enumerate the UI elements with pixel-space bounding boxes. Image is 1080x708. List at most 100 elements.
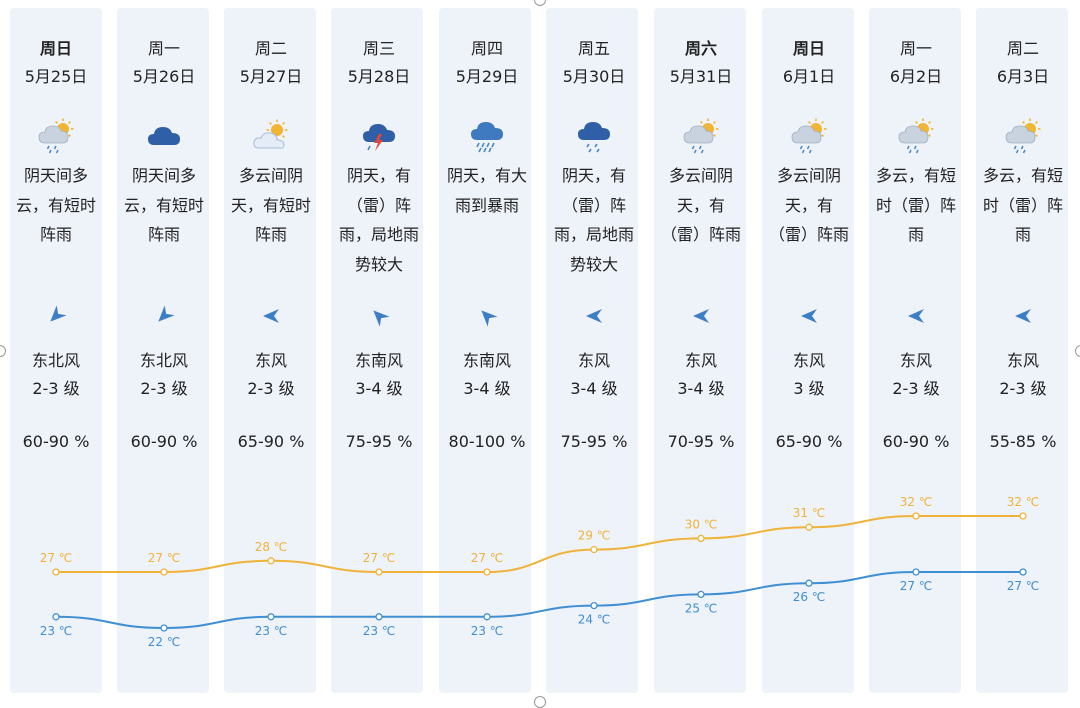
low-temperature-point	[912, 568, 920, 576]
thunderstorm-icon	[359, 118, 399, 154]
humidity: 80-100 %	[448, 432, 526, 451]
high-temperature-label: 27 ℃	[363, 551, 396, 565]
weather-description-line: 阵雨	[147, 225, 180, 244]
low-temperature-point	[160, 624, 168, 632]
high-temperature-point	[375, 568, 383, 576]
day-name: 周四	[470, 39, 503, 58]
humidity: 55-85 %	[989, 432, 1057, 451]
wind-direction: 东北风	[31, 351, 80, 370]
partly-cloudy-rain-icon	[36, 118, 76, 154]
partly-cloudy-rain-icon	[789, 118, 829, 154]
day-name: 周日	[39, 39, 72, 58]
weather-description-line: 多云间阴	[776, 166, 841, 185]
wind-direction: 东风	[684, 351, 717, 370]
partly-cloudy-rain-icon	[896, 118, 936, 154]
high-temperature-point	[483, 568, 491, 576]
wind-direction-arrow-icon	[476, 305, 498, 327]
weather-description-line: （雷）阵	[346, 195, 411, 215]
weather-description-line: 多云，有短	[982, 166, 1063, 185]
day-name: 周一	[899, 39, 932, 58]
day-date: 5月30日	[562, 67, 626, 86]
high-temperature-point	[1019, 512, 1027, 520]
low-temperature-point	[1019, 568, 1027, 576]
weather-description-line: 阴天，有大	[446, 166, 527, 185]
weather-description-line: 天，有	[784, 195, 833, 215]
weather-description-line: 雨，局地雨	[553, 225, 634, 244]
day-name: 周三	[362, 39, 395, 58]
day-date: 5月26日	[132, 67, 196, 86]
forecast-column-day-7	[654, 8, 746, 693]
wind-direction-arrow-icon	[690, 305, 712, 327]
high-temperature-point	[590, 545, 598, 554]
wind-level: 2-3 级	[140, 379, 188, 398]
weather-description-line: 阴天，有	[561, 166, 626, 185]
low-temperature-point	[590, 601, 598, 610]
wind-direction-arrow-icon	[905, 305, 927, 327]
rain-cloud-icon	[574, 118, 614, 154]
wind-direction-arrow-icon	[798, 305, 820, 327]
weather-description-line: （雷）阵雨	[660, 225, 741, 244]
weather-description-line: 雨，局地雨	[338, 225, 419, 244]
high-temperature-label: 27 ℃	[148, 551, 181, 565]
low-temperature-point	[267, 613, 275, 621]
weather-description-line: 阵雨	[39, 225, 72, 244]
day-date: 5月29日	[455, 67, 519, 86]
resize-handle-right[interactable]	[1075, 345, 1080, 357]
weather-description-line: 阴天间多	[23, 166, 88, 185]
day-name: 周六	[684, 39, 717, 58]
high-temperature-label: 28 ℃	[255, 540, 288, 554]
low-temperature-point	[375, 613, 383, 621]
humidity: 70-95 %	[667, 432, 735, 451]
day-name: 周二	[254, 39, 287, 58]
wind-direction-arrow-icon	[153, 305, 175, 327]
low-temperature-point	[483, 613, 491, 621]
low-temperature-label: 27 ℃	[1007, 579, 1040, 593]
humidity: 65-90 %	[237, 432, 305, 451]
day-name: 周二	[1006, 39, 1039, 58]
weather-description-line: 多云间阴	[668, 166, 733, 185]
forecast-column-day-9	[869, 8, 961, 693]
low-temperature-label: 27 ℃	[900, 579, 933, 593]
high-temperature-point	[267, 557, 275, 565]
high-temperature-label: 32 ℃	[900, 495, 933, 509]
high-temperature-label: 30 ℃	[685, 517, 718, 531]
wind-direction: 东南风	[462, 351, 511, 370]
low-temperature-label: 25 ℃	[685, 601, 718, 615]
day-date: 5月25日	[24, 67, 88, 86]
low-temperature-label: 23 ℃	[40, 624, 73, 638]
low-temperature-label: 26 ℃	[793, 590, 826, 604]
wind-direction-arrow-icon	[583, 305, 605, 327]
resize-handle-bottom[interactable]	[534, 696, 546, 708]
wind-direction: 东南风	[354, 351, 403, 370]
day-date: 6月3日	[996, 67, 1050, 86]
forecast-column-day-10	[976, 8, 1068, 693]
day-date: 6月1日	[782, 67, 836, 86]
day-date: 5月28日	[347, 67, 411, 86]
humidity: 60-90 %	[22, 432, 90, 451]
high-temperature-label: 32 ℃	[1007, 495, 1040, 509]
low-temperature-line	[55, 570, 1023, 630]
day-date: 5月31日	[669, 67, 733, 86]
wind-direction-arrow-icon	[260, 305, 282, 327]
wind-level: 3-4 级	[463, 379, 511, 398]
day-date: 6月2日	[889, 67, 943, 86]
wind-level: 3-4 级	[570, 379, 618, 398]
low-temperature-label: 23 ℃	[363, 624, 396, 638]
low-temperature-point	[805, 579, 813, 587]
low-temperature-label: 23 ℃	[255, 624, 288, 638]
heavy-rain-icon	[467, 118, 507, 154]
cloudy-icon	[144, 118, 184, 154]
weather-description-line: 多云间阴	[238, 166, 303, 185]
high-temperature-point	[697, 534, 705, 543]
weather-description-line: 时（雷）阵	[982, 195, 1063, 215]
weather-description-line: 多云，有短	[875, 166, 956, 185]
high-temperature-line	[55, 514, 1023, 573]
wind-level: 2-3 级	[32, 379, 80, 398]
humidity: 75-95 %	[345, 432, 413, 451]
weather-description-line: 天，有短时	[230, 195, 311, 215]
wind-direction: 东风	[1006, 351, 1039, 370]
high-temperature-label: 27 ℃	[40, 551, 73, 565]
wind-direction-arrow-icon	[45, 305, 67, 327]
weather-description-line: 势较大	[569, 254, 618, 274]
